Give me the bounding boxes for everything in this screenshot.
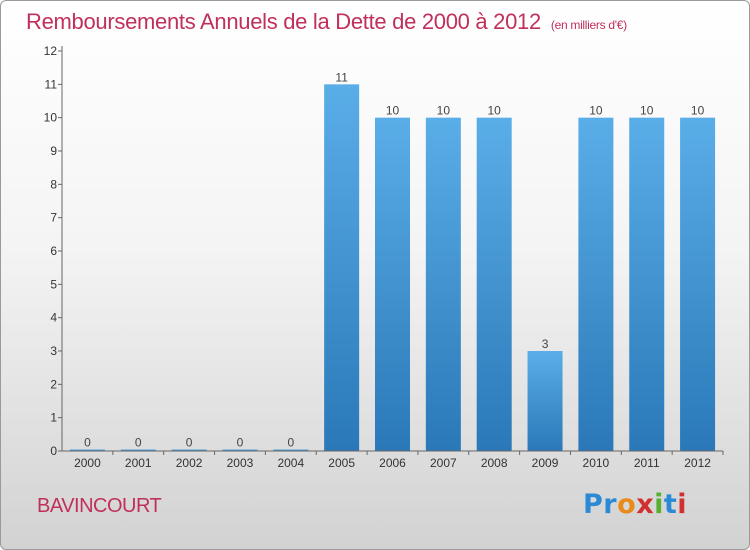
bar-2001 <box>120 449 156 451</box>
x-tick-label-2010: 2010 <box>583 456 610 470</box>
y-tick-label-1: 1 <box>50 411 57 425</box>
logo-letter: x <box>636 489 655 520</box>
logo-letter: r <box>603 489 618 520</box>
chart-title-text: Remboursements Annuels de la Dette de 20… <box>26 9 541 34</box>
logo-letter: o <box>617 489 637 520</box>
bar-2009 <box>527 351 563 451</box>
y-tick-label-5: 5 <box>50 277 57 291</box>
y-tick-label-9: 9 <box>50 144 57 158</box>
value-label-2006: 10 <box>386 104 400 118</box>
bar-2000 <box>69 449 105 451</box>
x-tick-label-2002: 2002 <box>176 456 203 470</box>
y-tick-label-4: 4 <box>50 311 57 325</box>
bar-2006 <box>375 117 410 452</box>
x-tick-label-2004: 2004 <box>277 456 304 470</box>
bar-2008 <box>476 117 512 452</box>
y-tick-label-7: 7 <box>50 211 57 225</box>
y-tick-label-12: 12 <box>44 44 58 58</box>
bar-2002 <box>171 449 207 451</box>
chart-title: Remboursements Annuels de la Dette de 20… <box>26 9 627 35</box>
logo-letter: i <box>677 489 688 520</box>
logo-letter: i <box>654 489 664 520</box>
x-tick-label-2000: 2000 <box>74 456 101 470</box>
bar-2011 <box>629 117 665 452</box>
x-tick-label-2007: 2007 <box>430 456 457 470</box>
bar-2007 <box>425 117 461 452</box>
x-tick-label-2001: 2001 <box>125 456 152 470</box>
bar-2004 <box>273 449 309 451</box>
x-tick-label-2009: 2009 <box>532 456 559 470</box>
value-label-2011: 10 <box>640 104 654 118</box>
x-tick-label-2012: 2012 <box>684 456 711 470</box>
value-label-2008: 10 <box>488 104 502 118</box>
chart-unit: (en milliers d'€) <box>550 18 627 32</box>
bar-2012 <box>680 117 716 452</box>
y-tick-label-8: 8 <box>50 177 57 191</box>
x-tick-label-2005: 2005 <box>328 456 355 470</box>
proxiti-logo: Proxiti <box>583 489 687 520</box>
bar-2010 <box>578 117 614 452</box>
value-label-2012: 10 <box>691 104 705 118</box>
value-label-2003: 0 <box>237 436 244 450</box>
value-label-2005: 11 <box>335 70 348 84</box>
value-label-2010: 10 <box>589 104 603 118</box>
x-tick-label-2006: 2006 <box>379 456 406 470</box>
value-label-2002: 0 <box>186 436 193 450</box>
logo-letter: t <box>663 489 678 520</box>
y-tick-label-10: 10 <box>44 111 58 125</box>
logo-letter: P <box>583 489 604 520</box>
x-tick-label-2008: 2008 <box>481 456 508 470</box>
y-tick-label-3: 3 <box>50 344 57 358</box>
value-label-2009: 3 <box>542 337 549 351</box>
value-label-2001: 0 <box>135 436 142 450</box>
city-name: BAVINCOURT <box>37 495 162 517</box>
bar-2005 <box>324 84 360 451</box>
y-tick-label-6: 6 <box>50 244 57 258</box>
y-tick-label-11: 11 <box>45 77 58 91</box>
value-label-2007: 10 <box>437 104 451 118</box>
y-tick-label-0: 0 <box>50 444 57 458</box>
x-tick-label-2011: 2011 <box>634 456 660 470</box>
x-tick-label-2003: 2003 <box>227 456 254 470</box>
bar-2003 <box>222 449 258 451</box>
value-label-2000: 0 <box>84 436 91 450</box>
y-tick-label-2: 2 <box>50 377 57 391</box>
value-label-2004: 0 <box>287 436 294 450</box>
